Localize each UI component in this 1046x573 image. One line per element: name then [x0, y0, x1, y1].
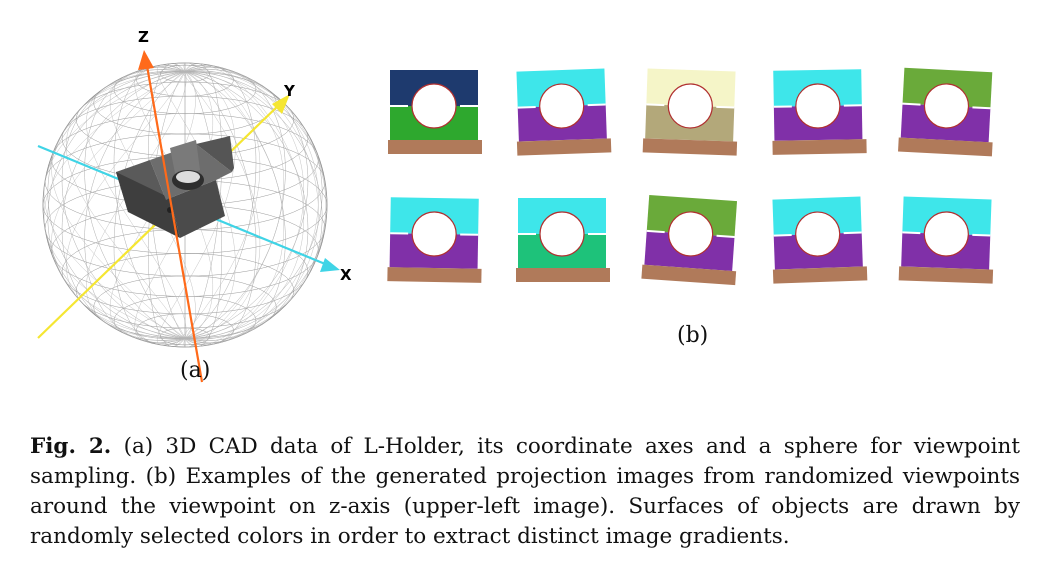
projection-image — [772, 196, 868, 284]
projection-images-grid — [380, 60, 1030, 360]
y-axis-label: Y — [283, 82, 296, 100]
figure-caption: Fig. 2. (a) 3D CAD data of L-Holder, its… — [30, 432, 1020, 552]
projection-image — [898, 67, 993, 157]
projection-image — [516, 198, 610, 282]
z-axis-label: Z — [138, 28, 149, 46]
projection-image — [641, 194, 738, 286]
figure-label: Fig. 2. — [30, 434, 112, 459]
y-axis-arrowhead — [272, 94, 290, 114]
projection-image — [516, 68, 612, 156]
figure: Z Y X (a) (b) — [37, 28, 1030, 383]
z-axis-arrowhead — [138, 50, 154, 70]
z-axis-line — [144, 59, 204, 383]
projection-image — [388, 70, 482, 154]
caption-text: (a) 3D CAD data of L-Holder, its coordin… — [30, 434, 1020, 549]
panel-label-a: (a) — [180, 358, 211, 383]
x-axis-arrowhead — [320, 258, 340, 272]
x-axis-label: X — [340, 266, 352, 284]
projection-image — [772, 69, 867, 155]
wireframe-sphere — [42, 62, 328, 348]
l-holder-model — [116, 136, 234, 238]
sphere-panel: Z Y X — [37, 28, 352, 383]
projection-image — [642, 68, 738, 156]
panel-label-b: (b) — [677, 323, 709, 348]
projection-image — [387, 197, 482, 283]
projection-image — [898, 196, 994, 284]
